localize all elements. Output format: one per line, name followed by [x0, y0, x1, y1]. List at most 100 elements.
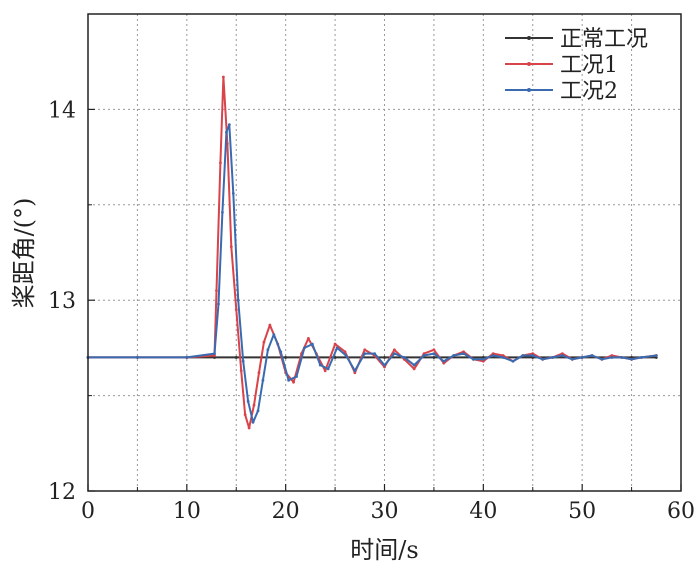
- data-point: [284, 356, 288, 359]
- data-point: [287, 378, 291, 382]
- data-point: [295, 375, 298, 378]
- data-point: [333, 342, 337, 346]
- x-tick-label: 10: [173, 499, 201, 524]
- x-tick-label: 50: [568, 499, 596, 524]
- data-point: [422, 354, 426, 357]
- data-point: [303, 346, 306, 350]
- data-point: [231, 191, 235, 195]
- legend-label: 工况1: [560, 53, 618, 78]
- data-point: [432, 356, 436, 359]
- data-point: [266, 348, 270, 352]
- data-point: [251, 420, 255, 424]
- data-point: [570, 357, 574, 361]
- data-point: [272, 333, 276, 336]
- data-point: [323, 369, 327, 373]
- data-point: [620, 356, 624, 359]
- data-point: [640, 356, 643, 359]
- series-line: [88, 123, 657, 424]
- series-line: [88, 76, 657, 429]
- data-point: [561, 354, 564, 357]
- data-point: [531, 354, 535, 357]
- data-point: [268, 323, 272, 327]
- data-point: [600, 357, 604, 361]
- data-point: [222, 75, 225, 79]
- data-point: [383, 363, 386, 367]
- y-tick-label: 12: [48, 480, 76, 505]
- data-point: [481, 357, 485, 361]
- data-point: [590, 354, 594, 357]
- data-point: [392, 352, 396, 356]
- x-tick-label: 30: [371, 499, 399, 524]
- data-point: [501, 356, 505, 359]
- data-point: [136, 356, 139, 359]
- x-tick-label: 40: [469, 499, 497, 524]
- data-point: [452, 354, 456, 357]
- data-point: [292, 380, 295, 384]
- data-point: [217, 302, 220, 306]
- data-point: [185, 356, 189, 359]
- data-point: [442, 359, 446, 363]
- data-point: [580, 356, 584, 359]
- data-point: [521, 354, 525, 357]
- data-point: [373, 352, 377, 356]
- data-point: [261, 378, 265, 382]
- axis-ticks: 0 10 20 30 40 50 60 12 13 14: [48, 98, 695, 524]
- data-point: [412, 367, 416, 371]
- data-point: [306, 336, 310, 340]
- data-point: [511, 359, 515, 363]
- legend-item-3: 工况2: [505, 79, 618, 104]
- data-point: [551, 356, 554, 359]
- legend-marker: [527, 36, 531, 40]
- data-point: [383, 356, 386, 359]
- data-point: [462, 352, 465, 356]
- data-point: [246, 399, 250, 403]
- data-point: [219, 161, 222, 165]
- legend-item-1: 正常工况: [505, 27, 648, 52]
- data-point: [310, 342, 314, 346]
- data-point: [279, 350, 283, 354]
- data-point: [221, 211, 224, 214]
- series-group: [86, 75, 658, 430]
- legend-label: 工况2: [560, 79, 618, 104]
- data-point: [432, 352, 436, 356]
- legend-label: 正常工况: [560, 27, 648, 52]
- data-point: [247, 426, 251, 430]
- grid: [88, 14, 681, 491]
- data-point: [343, 350, 347, 354]
- data-point: [224, 130, 228, 134]
- data-point: [392, 348, 396, 352]
- data-point: [257, 371, 261, 375]
- data-point: [363, 352, 367, 356]
- data-point: [402, 356, 406, 359]
- legend-marker: [527, 88, 531, 92]
- data-point: [353, 369, 357, 373]
- data-point: [472, 357, 475, 361]
- data-point: [630, 357, 633, 361]
- x-tick-label: 20: [272, 499, 300, 524]
- y-axis-label: 桨距角/(°): [10, 198, 38, 309]
- data-point: [363, 348, 367, 352]
- data-point: [256, 409, 260, 413]
- data-point: [541, 357, 545, 361]
- data-point: [241, 359, 245, 363]
- data-point: [252, 403, 256, 407]
- data-point: [215, 289, 218, 293]
- data-point: [229, 245, 233, 249]
- data-point: [326, 367, 330, 371]
- x-tick-label: 0: [81, 499, 95, 524]
- data-point: [318, 363, 322, 367]
- data-point: [412, 363, 416, 367]
- data-point: [234, 308, 238, 312]
- data-point: [243, 413, 247, 417]
- y-tick-label: 13: [48, 289, 76, 314]
- y-tick-label: 14: [48, 98, 76, 123]
- data-point: [234, 356, 238, 359]
- data-point: [335, 346, 339, 350]
- data-point: [432, 348, 436, 352]
- data-point: [610, 356, 614, 359]
- x-tick-label: 60: [667, 499, 695, 524]
- legend-marker: [527, 62, 531, 66]
- series-2: [86, 75, 658, 430]
